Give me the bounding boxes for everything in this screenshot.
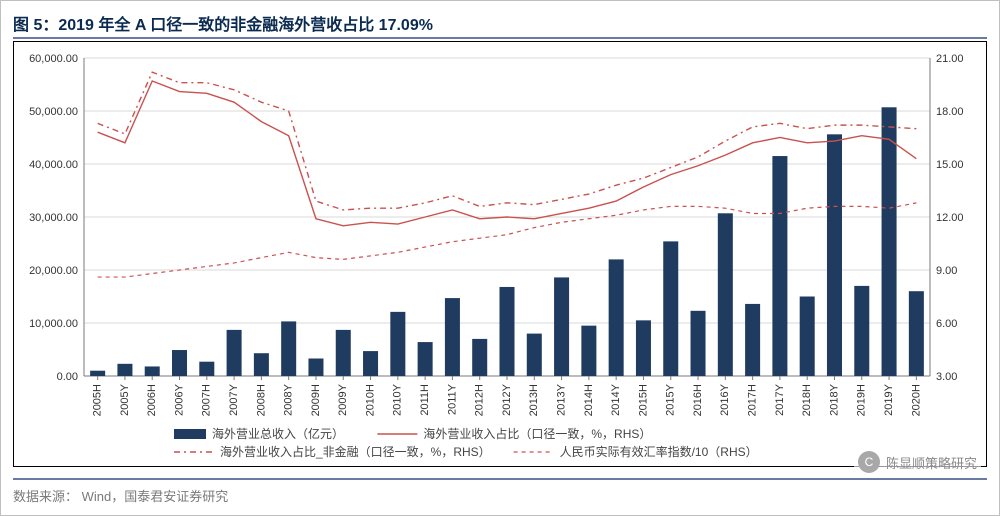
svg-text:40,000.00: 40,000.00	[29, 159, 78, 171]
svg-text:2018Y: 2018Y	[828, 383, 840, 415]
svg-text:20,000.00: 20,000.00	[29, 265, 78, 277]
svg-text:2006Y: 2006Y	[173, 383, 185, 415]
source-line: 数据来源： Wind，国泰君安证券研究	[13, 478, 987, 505]
watermark-icon: C	[858, 451, 880, 473]
figure-frame: 图 5：2019 年全 A 口径一致的非金融海外营收占比 17.09% 0.00…	[0, 0, 1000, 516]
svg-text:2018H: 2018H	[801, 384, 813, 416]
svg-text:2006H: 2006H	[146, 384, 158, 416]
svg-text:2008H: 2008H	[255, 384, 267, 416]
svg-text:2020H: 2020H	[910, 384, 922, 416]
svg-text:2015Y: 2015Y	[665, 383, 677, 415]
svg-text:9.00: 9.00	[936, 265, 957, 277]
svg-text:2007Y: 2007Y	[228, 383, 240, 415]
watermark: C 陈显顺策略研究	[854, 449, 981, 475]
svg-text:2015H: 2015H	[637, 384, 649, 416]
svg-text:2012Y: 2012Y	[501, 383, 513, 415]
svg-text:2010H: 2010H	[364, 384, 376, 416]
svg-text:30,000.00: 30,000.00	[29, 212, 78, 224]
svg-text:2014Y: 2014Y	[610, 383, 622, 415]
svg-text:12.00: 12.00	[936, 212, 964, 224]
svg-text:50,000.00: 50,000.00	[29, 106, 78, 118]
source-label: 数据来源：	[13, 489, 78, 504]
svg-text:18.00: 18.00	[936, 106, 964, 118]
svg-text:15.00: 15.00	[936, 159, 964, 171]
svg-text:2009Y: 2009Y	[337, 383, 349, 415]
svg-text:2008Y: 2008Y	[283, 383, 295, 415]
svg-text:2011Y: 2011Y	[446, 383, 458, 415]
svg-text:2019H: 2019H	[856, 384, 868, 416]
svg-text:海外营业收入占比_非金融（口径一致，%，RHS）: 海外营业收入占比_非金融（口径一致，%，RHS）	[220, 444, 491, 459]
svg-text:2013H: 2013H	[528, 384, 540, 416]
svg-text:2007H: 2007H	[201, 384, 213, 416]
watermark-text: 陈显顺策略研究	[886, 453, 977, 472]
figure-title-bar: 图 5：2019 年全 A 口径一致的非金融海外营收占比 17.09%	[13, 9, 987, 39]
svg-text:2005Y: 2005Y	[119, 383, 131, 415]
svg-text:2017Y: 2017Y	[774, 383, 786, 415]
svg-text:海外营业收入占比（口径一致，%，RHS）: 海外营业收入占比（口径一致，%，RHS）	[423, 426, 651, 441]
svg-text:21.00: 21.00	[936, 53, 964, 65]
svg-text:2005H: 2005H	[92, 384, 104, 416]
svg-text:2016Y: 2016Y	[719, 383, 731, 415]
svg-text:0.00: 0.00	[57, 371, 78, 383]
chart-container: 0.00 3.00 10,000.00 6.00 20,000.00 9.00 30,000…	[13, 41, 987, 467]
source-text: Wind，国泰君安证券研究	[82, 489, 229, 504]
svg-text:2011H: 2011H	[419, 384, 431, 416]
svg-text:2012H: 2012H	[474, 384, 486, 416]
svg-text:海外营业总收入（亿元）: 海外营业总收入（亿元）	[212, 426, 344, 441]
svg-text:2017H: 2017H	[747, 384, 759, 416]
svg-text:2016H: 2016H	[692, 384, 704, 416]
combo-chart: 0.00 3.00 10,000.00 6.00 20,000.00 9.00 30,000…	[14, 42, 990, 468]
svg-text:2014H: 2014H	[583, 384, 595, 416]
svg-text:3.00: 3.00	[936, 371, 957, 383]
svg-text:60,000.00: 60,000.00	[29, 53, 78, 65]
svg-text:2009H: 2009H	[310, 384, 322, 416]
svg-text:人民币实际有效汇率指数/10（RHS）: 人民币实际有效汇率指数/10（RHS）	[560, 444, 758, 459]
svg-text:6.00: 6.00	[936, 318, 957, 330]
svg-text:2010Y: 2010Y	[392, 383, 404, 415]
svg-text:2019Y: 2019Y	[883, 383, 895, 415]
svg-text:10,000.00: 10,000.00	[29, 318, 78, 330]
svg-text:2013Y: 2013Y	[555, 383, 567, 415]
figure-title: 图 5：2019 年全 A 口径一致的非金融海外营收占比 17.09%	[13, 11, 433, 35]
